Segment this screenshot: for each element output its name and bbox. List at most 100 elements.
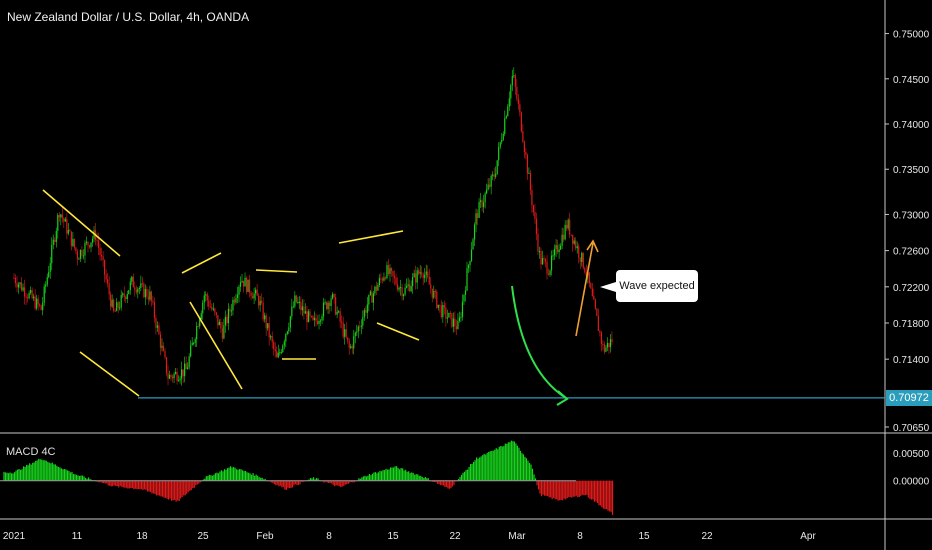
macd-bar <box>408 471 410 481</box>
macd-bar <box>72 474 75 481</box>
macd-bar <box>110 480 112 487</box>
candle-body <box>446 317 448 319</box>
macd-bar <box>246 472 248 481</box>
candle-body <box>286 331 288 334</box>
candle-body <box>99 247 101 256</box>
pattern-line <box>338 230 404 244</box>
macd-bar <box>507 442 509 481</box>
candle-body <box>543 258 545 260</box>
candle-body <box>473 224 476 240</box>
candle-body <box>199 319 201 327</box>
macd-bar <box>207 476 209 481</box>
candle-body <box>375 286 377 291</box>
macd-bar <box>84 477 87 481</box>
macd-bar <box>525 458 528 481</box>
candle-body <box>566 224 568 229</box>
candle-body <box>404 287 406 295</box>
candle-body <box>138 287 140 289</box>
candle-body <box>541 258 544 265</box>
macd-bar <box>361 477 363 481</box>
macd-bar <box>519 450 522 481</box>
candle-body <box>82 255 85 257</box>
macd-bar <box>103 480 105 484</box>
macd-bar <box>270 480 272 483</box>
candle-body <box>123 293 125 297</box>
macd-bar <box>118 480 120 488</box>
macd-bar <box>229 466 232 481</box>
candle-body <box>132 276 134 288</box>
candle-body <box>353 336 355 349</box>
curve-arrow-head <box>556 390 569 406</box>
macd-bar <box>261 477 263 481</box>
candle-body <box>147 296 149 300</box>
candle-body <box>267 323 269 329</box>
candle-body <box>427 271 429 277</box>
candle-body <box>63 217 65 222</box>
candle-body <box>499 142 501 148</box>
candle-body <box>611 339 613 343</box>
candle-body <box>294 295 296 307</box>
candle-body <box>85 241 88 244</box>
candle-body <box>171 376 174 379</box>
macd-bar <box>78 475 81 481</box>
candle-body <box>255 289 257 294</box>
macd-bar <box>282 480 284 487</box>
macd-bar <box>611 480 614 515</box>
macd-bar <box>62 469 64 481</box>
macd-bar <box>513 441 515 481</box>
callout-text: Wave expected <box>619 280 695 292</box>
macd-bar <box>465 470 467 481</box>
macd-bar <box>347 480 349 484</box>
macd-bar <box>249 473 251 481</box>
macd-bar <box>392 467 395 481</box>
candle-body <box>303 306 305 314</box>
macd-bar <box>448 480 451 489</box>
macd-bar <box>486 452 488 481</box>
macd-bar <box>383 470 386 481</box>
macd-bar <box>531 468 534 481</box>
macd-bar <box>163 480 165 498</box>
macd-bar <box>127 480 129 489</box>
candle-body <box>550 255 553 271</box>
candle-body <box>422 274 424 279</box>
macd-bar <box>382 470 384 481</box>
macd-bar <box>9 472 11 481</box>
candle-body <box>357 326 359 332</box>
macd-bar <box>399 469 401 481</box>
macd-bar <box>288 480 290 489</box>
candle-body <box>40 305 42 311</box>
candle-body <box>440 305 442 318</box>
macd-bar <box>157 480 159 496</box>
macd-bar <box>149 480 152 492</box>
candle-body <box>371 291 373 303</box>
macd-bar <box>539 480 541 494</box>
candle-body <box>560 245 562 250</box>
candle-body <box>421 272 423 275</box>
candle-body <box>264 315 266 320</box>
candle-body <box>221 328 223 339</box>
candle-body <box>156 325 159 328</box>
macd-bar <box>26 464 28 481</box>
candle-body <box>230 310 233 312</box>
macd-bar <box>533 474 535 481</box>
candle-body <box>356 331 358 333</box>
macd-bar <box>491 450 493 481</box>
indicator-label: MACD 4C <box>6 446 56 458</box>
macd-bar <box>417 474 419 481</box>
candle-body <box>104 259 106 275</box>
price-tick-label: 0.74500 <box>893 75 930 86</box>
macd-bar <box>273 480 275 485</box>
macd-bar <box>374 472 377 481</box>
candle-body <box>220 321 222 329</box>
macd-bar <box>371 473 374 481</box>
macd-bar <box>602 480 605 509</box>
candle-body <box>25 296 27 298</box>
price-tick-label: 0.72600 <box>893 247 930 258</box>
candle-body <box>332 293 334 299</box>
candle-body <box>475 213 477 225</box>
candle-body <box>310 316 313 318</box>
candle-body <box>398 287 400 290</box>
candle-body <box>557 245 559 253</box>
macd-bar <box>364 475 366 481</box>
price-tick-label: 0.74000 <box>893 120 930 131</box>
